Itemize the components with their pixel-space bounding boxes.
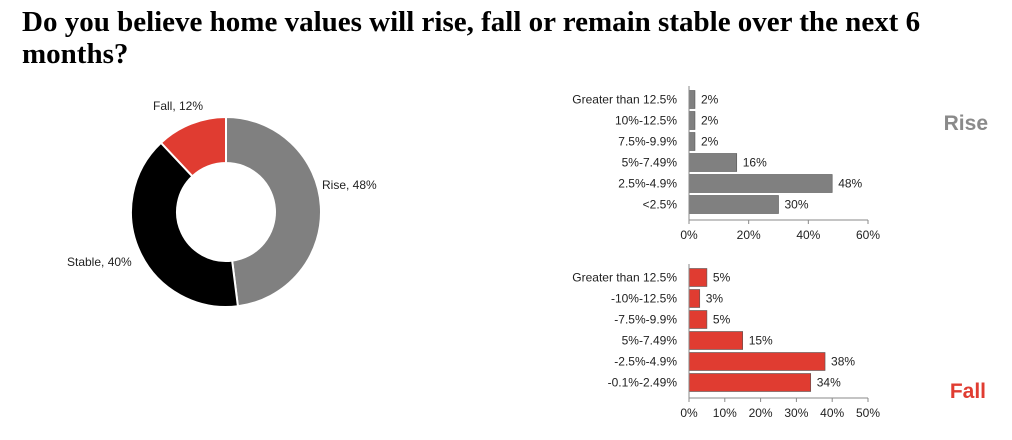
- fall-category-label: -0.1%-2.49%: [608, 376, 678, 390]
- fall-bar: [688, 268, 708, 287]
- fall-x-tick-label: 40%: [820, 406, 844, 420]
- fall-value-label: 5%: [713, 271, 731, 285]
- fall-section-label: Fall: [950, 380, 986, 403]
- rise-bar-chart: Greater than 12.5% 2% 10%-12.5% 2% 7.5%-9.9%…: [572, 86, 880, 242]
- fall-x-tick-label: 20%: [749, 406, 773, 420]
- fall-bar: [688, 352, 826, 371]
- rise-bar: [688, 111, 696, 130]
- fall-category-label: 5%-7.49%: [622, 334, 678, 348]
- rise-value-label: 48%: [838, 177, 862, 191]
- fall-category-label: -7.5%-9.9%: [614, 313, 677, 327]
- fall-bar: [688, 331, 744, 350]
- rise-bar: [688, 195, 779, 214]
- rise-value-label: 2%: [701, 114, 719, 128]
- donut-slice-rise: [225, 115, 322, 308]
- fall-value-label: 5%: [713, 313, 731, 327]
- fall-bar: [688, 310, 708, 329]
- rise-value-label: 2%: [701, 93, 719, 107]
- donut-label-rise: Rise, 48%: [322, 178, 377, 192]
- fall-category-label: Greater than 12.5%: [572, 271, 677, 285]
- fall-value-label: 3%: [706, 292, 724, 306]
- donut-label-stable: Stable, 40%: [67, 255, 132, 269]
- rise-category-label: Greater than 12.5%: [572, 93, 677, 107]
- fall-value-label: 34%: [817, 376, 841, 390]
- fall-value-label: 15%: [749, 334, 773, 348]
- fall-bar-chart: Greater than 12.5% 5% -10%-12.5% 3% -7.5%-9.…: [572, 264, 880, 420]
- fall-x-tick-label: 0%: [680, 406, 698, 420]
- rise-category-label: 2.5%-4.9%: [618, 177, 677, 191]
- fall-x-tick-label: 30%: [784, 406, 808, 420]
- fall-category-label: -10%-12.5%: [611, 292, 677, 306]
- rise-bar: [688, 174, 833, 193]
- rise-x-tick-label: 40%: [796, 228, 820, 242]
- rise-section-label: Rise: [944, 112, 988, 135]
- rise-value-label: 2%: [701, 135, 719, 149]
- rise-category-label: 5%-7.49%: [622, 156, 678, 170]
- rise-category-label: 10%-12.5%: [615, 114, 677, 128]
- donut-slice-fall: [159, 115, 227, 178]
- fall-value-label: 38%: [831, 355, 855, 369]
- fall-x-tick-label: 50%: [856, 406, 880, 420]
- rise-category-label: <2.5%: [643, 198, 678, 212]
- rise-bar: [688, 90, 696, 109]
- donut-chart: Rise, 48% Stable, 40% Fall, 12%: [67, 99, 377, 308]
- rise-value-label: 30%: [785, 198, 809, 212]
- fall-x-tick-label: 10%: [713, 406, 737, 420]
- rise-x-tick-label: 60%: [856, 228, 880, 242]
- donut-label-fall: Fall, 12%: [153, 99, 203, 113]
- rise-bar: [688, 153, 738, 172]
- donut-slice-stable: [130, 141, 240, 308]
- rise-bar: [688, 132, 696, 151]
- fall-category-label: -2.5%-4.9%: [614, 355, 677, 369]
- rise-x-tick-label: 20%: [737, 228, 761, 242]
- rise-x-tick-label: 0%: [680, 228, 698, 242]
- rise-category-label: 7.5%-9.9%: [618, 135, 677, 149]
- rise-value-label: 16%: [743, 156, 767, 170]
- fall-bar: [688, 289, 701, 308]
- fall-bar: [688, 373, 812, 392]
- page-title: Do you believe home values will rise, fa…: [22, 6, 921, 70]
